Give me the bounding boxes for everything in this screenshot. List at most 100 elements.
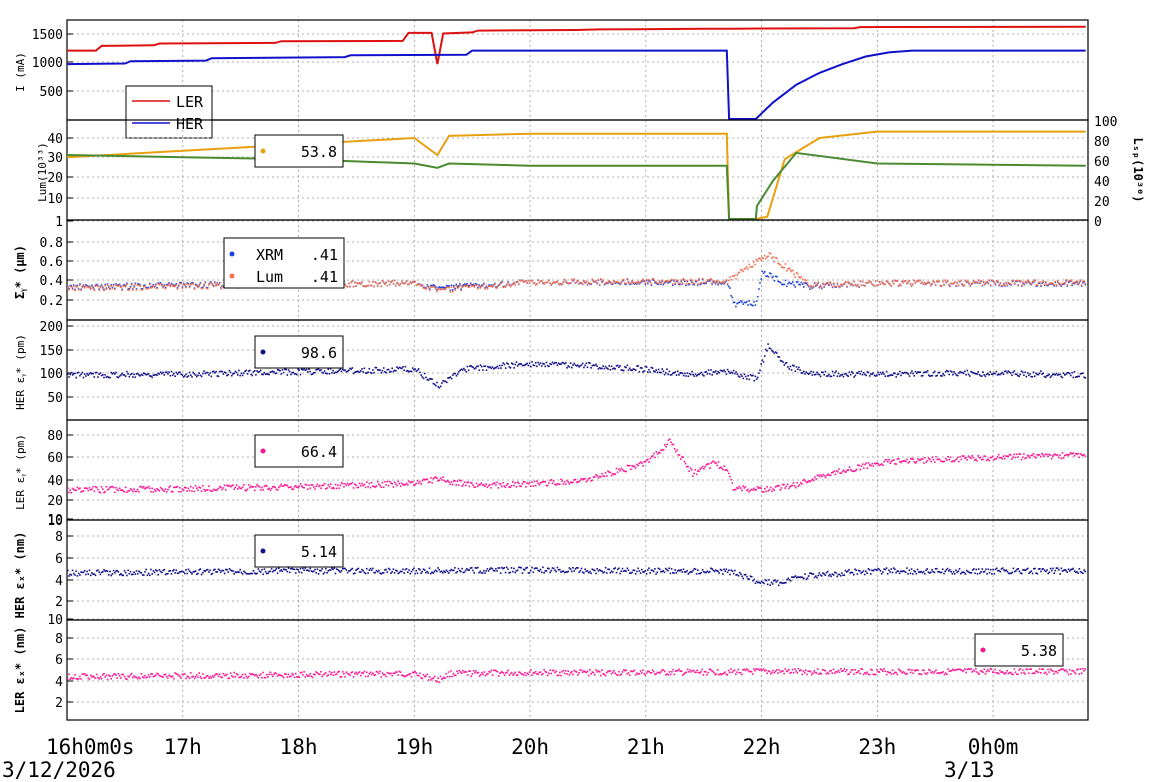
data-point: [776, 352, 778, 354]
data-point: [404, 365, 407, 368]
data-point: [252, 371, 255, 373]
data-point: [215, 489, 217, 492]
data-point: [99, 676, 102, 678]
data-point: [193, 490, 196, 493]
data-point: [716, 669, 719, 671]
data-point: [1049, 454, 1052, 456]
data-point: [928, 282, 931, 284]
data-point: [991, 455, 994, 458]
data-point: [314, 568, 316, 571]
data-point: [980, 279, 982, 282]
data-point: [934, 568, 937, 570]
data-point: [768, 488, 771, 491]
data-point: [705, 282, 707, 284]
data-point: [346, 370, 349, 372]
data-point: [809, 288, 811, 290]
data-point: [514, 482, 516, 484]
data-point: [1082, 572, 1084, 575]
data-point: [480, 284, 483, 287]
data-point: [250, 673, 252, 676]
data-point: [1030, 375, 1032, 378]
data-point: [813, 479, 815, 482]
data-point: [335, 487, 338, 490]
data-point: [384, 569, 386, 571]
y2-tick-label: 0: [1094, 215, 1102, 230]
data-point: [807, 285, 810, 288]
data-point: [338, 369, 340, 372]
data-point: [414, 280, 416, 283]
data-point: [108, 376, 110, 379]
data-point: [386, 571, 389, 573]
data-point: [622, 669, 625, 671]
data-point: [625, 470, 627, 473]
data-point: [171, 284, 174, 286]
data-point: [391, 570, 393, 573]
data-point: [792, 364, 794, 367]
data-point: [349, 483, 351, 485]
data-point: [606, 367, 608, 369]
data-point: [642, 669, 644, 671]
data-point: [971, 454, 973, 457]
data-point: [75, 376, 77, 379]
data-point: [153, 571, 156, 574]
data-point: [129, 285, 132, 288]
data-point: [898, 572, 901, 575]
data-point: [1084, 455, 1087, 458]
data-point: [419, 672, 421, 675]
data-point: [157, 489, 159, 491]
data-point: [369, 567, 372, 570]
data-point: [175, 486, 178, 488]
data-point: [681, 282, 684, 284]
data-point: [1036, 453, 1038, 456]
data-point: [1060, 457, 1062, 460]
data-point: [393, 572, 396, 574]
data-point: [759, 369, 761, 372]
data-point: [210, 490, 213, 492]
data-point: [639, 367, 642, 369]
data-point: [241, 486, 244, 488]
data-point: [781, 283, 783, 286]
data-point: [1043, 283, 1046, 286]
data-point: [304, 369, 307, 372]
data-point: [173, 677, 175, 680]
data-point: [474, 486, 477, 488]
data-point: [153, 285, 156, 288]
data-point: [270, 567, 273, 570]
data-point: [1068, 372, 1071, 375]
data-point: [675, 669, 678, 672]
data-point: [1032, 371, 1035, 374]
data-point: [372, 369, 374, 371]
data-point: [568, 366, 571, 368]
data-point: [492, 368, 495, 370]
data-point: [145, 288, 147, 290]
data-point: [907, 573, 909, 575]
data-point: [815, 575, 817, 577]
data-point: [1066, 285, 1069, 287]
data-point: [803, 370, 805, 373]
data-point: [390, 572, 392, 574]
data-point: [448, 572, 450, 574]
data-point: [856, 573, 859, 575]
data-point: [1006, 372, 1008, 374]
data-point: [994, 568, 997, 571]
data-point: [1060, 567, 1063, 570]
data-point: [481, 285, 484, 287]
data-point: [698, 672, 701, 674]
data-point: [167, 572, 169, 575]
data-point: [173, 285, 175, 288]
data-point: [401, 674, 403, 676]
data-point: [845, 471, 847, 473]
data-point: [581, 362, 584, 365]
data-point: [165, 283, 168, 286]
data-point: [184, 673, 186, 675]
data-point: [560, 478, 562, 481]
data-point: [904, 280, 907, 282]
data-point: [816, 283, 818, 285]
data-point: [520, 673, 523, 675]
data-point: [129, 488, 132, 490]
data-point: [670, 441, 672, 443]
data-point: [116, 284, 118, 286]
data-point: [550, 672, 553, 675]
data-point: [711, 461, 714, 463]
